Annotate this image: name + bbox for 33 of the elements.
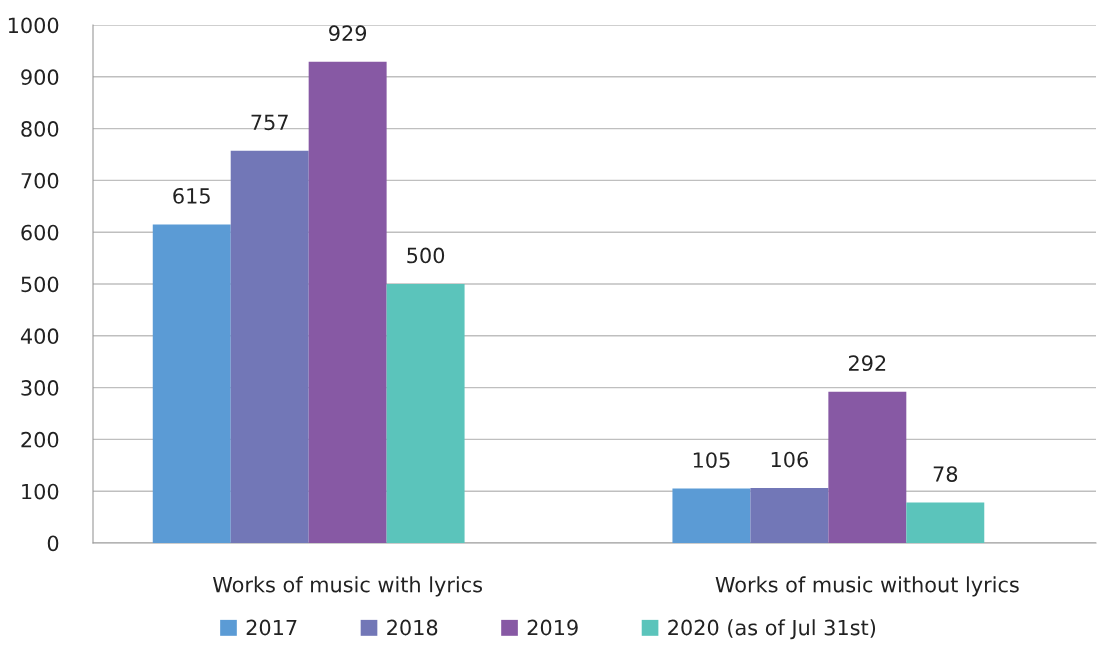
data-label: 106 (771, 451, 808, 468)
x-tick-label: Works of music with lyrics (212, 576, 483, 597)
data-label: 105 (693, 452, 730, 468)
bar (308, 61, 387, 543)
legend-label: 2019 (527, 619, 578, 636)
data-label: 292 (848, 355, 886, 372)
bar (828, 391, 907, 543)
data-label: 615 (173, 187, 210, 204)
y-tick-label: 700 (21, 172, 59, 189)
bar (230, 150, 309, 543)
y-tick-label: 500 (21, 276, 59, 293)
y-tick-label: 200 (21, 431, 59, 448)
y-tick-label: 800 (21, 121, 59, 137)
y-tick-label: 100 (22, 483, 59, 500)
data-label: 929 (329, 25, 367, 42)
legend-label: 2018 (387, 619, 438, 636)
bar (906, 502, 985, 543)
y-tick-label: 1000 (8, 17, 59, 34)
legend-label: 2020 (as of Jul 31st) (668, 619, 876, 640)
y-tick-label: 900 (21, 69, 59, 86)
data-label: 500 (407, 247, 445, 264)
x-tick-label: Works of music without lyrics (715, 576, 1019, 597)
data-label: 78 (933, 466, 958, 482)
y-tick-label: 300 (21, 380, 59, 396)
bar (386, 284, 465, 543)
y-tick-label: 400 (20, 328, 59, 345)
data-label: 757 (251, 114, 288, 131)
y-tick-label: 0 (47, 535, 59, 552)
legend-label: 2017 (246, 619, 297, 636)
y-tick-label: 600 (21, 224, 59, 241)
bar (672, 488, 751, 543)
bar (750, 488, 829, 543)
bar (152, 224, 231, 543)
